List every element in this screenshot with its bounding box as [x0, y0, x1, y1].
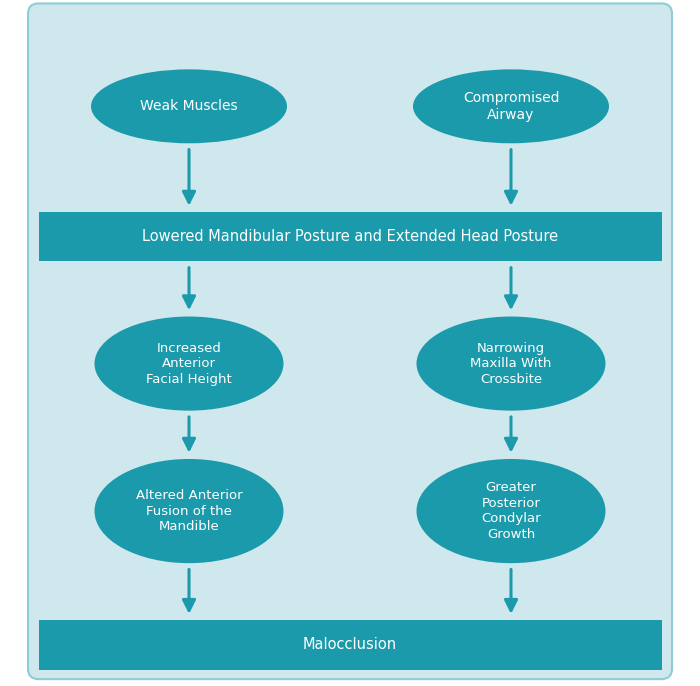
Text: Altered Anterior
Fusion of the
Mandible: Altered Anterior Fusion of the Mandible: [136, 489, 242, 533]
Ellipse shape: [416, 459, 606, 563]
Text: Malocclusion: Malocclusion: [303, 637, 397, 652]
Text: Weak Muscles: Weak Muscles: [140, 99, 238, 113]
Text: Greater
Posterior
Condylar
Growth: Greater Posterior Condylar Growth: [481, 482, 541, 541]
Text: Lowered Mandibular Posture and Extended Head Posture: Lowered Mandibular Posture and Extended …: [142, 229, 558, 244]
Text: Narrowing
Maxilla With
Crossbite: Narrowing Maxilla With Crossbite: [470, 342, 552, 386]
Bar: [38, 620, 661, 670]
Ellipse shape: [94, 316, 284, 411]
Text: Compromised
Airway: Compromised Airway: [463, 91, 559, 121]
Ellipse shape: [94, 459, 284, 563]
FancyBboxPatch shape: [28, 3, 672, 679]
Text: Increased
Anterior
Facial Height: Increased Anterior Facial Height: [146, 342, 232, 386]
Ellipse shape: [413, 69, 609, 143]
Ellipse shape: [91, 69, 287, 143]
Ellipse shape: [416, 316, 606, 411]
Bar: [38, 212, 661, 261]
